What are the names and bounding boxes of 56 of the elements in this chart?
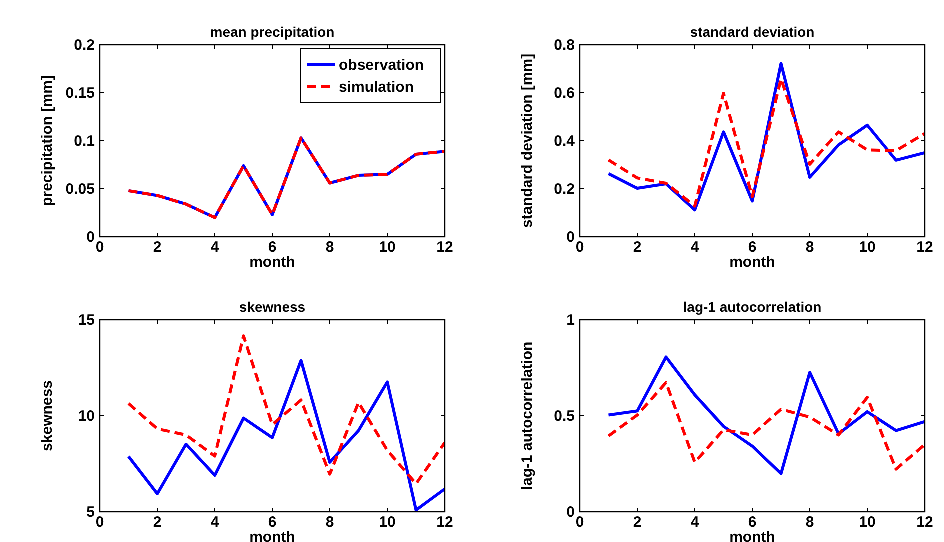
x-axis-title: month <box>250 254 296 271</box>
chart-title: skewness <box>239 299 306 315</box>
x-axis-title: month <box>730 254 776 271</box>
line-series <box>607 356 925 476</box>
x-tick-label: 2 <box>153 514 162 531</box>
x-axis-title: month <box>250 529 296 542</box>
y-tick-label: 0.5 <box>554 408 575 425</box>
line-series <box>127 136 445 220</box>
x-tick-label: 8 <box>806 239 814 256</box>
y-tick-label: 0.2 <box>554 181 575 198</box>
x-tick-label: 10 <box>859 514 876 531</box>
x-tick-label: 4 <box>210 514 220 531</box>
y-tick-label: 0.1 <box>74 133 95 150</box>
x-tick-label: 2 <box>633 239 642 256</box>
y-axis-title: skewness <box>39 380 56 452</box>
x-tick-label: 2 <box>633 514 642 531</box>
y-tick-label: 0.8 <box>554 37 575 54</box>
x-tick-label: 6 <box>268 514 277 531</box>
y-tick-label: 0.05 <box>66 181 95 198</box>
x-tick-label: 6 <box>268 239 277 256</box>
line-series <box>127 359 445 512</box>
x-tick-label: 12 <box>436 514 454 531</box>
x-tick-label: 8 <box>806 514 814 531</box>
y-axis-title: standard deviation [mm] <box>519 54 536 228</box>
x-tick-label: 4 <box>690 514 700 531</box>
line-series <box>127 334 445 486</box>
x-tick-label: 8 <box>326 239 334 256</box>
x-tick-label: 2 <box>153 239 162 256</box>
x-tick-label: 6 <box>748 239 757 256</box>
x-tick-label: 8 <box>326 514 334 531</box>
y-tick-label: 0.4 <box>554 133 576 150</box>
y-tick-label: 1 <box>566 312 575 329</box>
y-axis-title: lag-1 autocorrelation <box>519 342 536 490</box>
line-series <box>607 381 925 471</box>
y-tick-label: 15 <box>78 312 95 329</box>
legend-label: simulation <box>339 79 414 96</box>
y-tick-label: 5 <box>86 504 95 521</box>
x-axis-title: month <box>730 529 776 542</box>
y-tick-label: 0.6 <box>554 85 575 102</box>
y-tick-label: 0.15 <box>66 85 95 102</box>
y-tick-label: 10 <box>78 408 95 425</box>
x-tick-label: 6 <box>748 514 757 531</box>
y-tick-label: 0.2 <box>74 37 95 54</box>
chart-title: standard deviation <box>690 24 815 40</box>
x-tick-label: 12 <box>436 239 454 256</box>
x-tick-label: 10 <box>859 239 876 256</box>
x-tick-label: 10 <box>379 239 396 256</box>
legend-label: observation <box>339 57 424 74</box>
x-tick-label: 4 <box>210 239 220 256</box>
x-tick-label: 10 <box>379 514 396 531</box>
x-tick-label: 12 <box>916 514 934 531</box>
x-tick-label: 12 <box>916 239 934 256</box>
y-axis-title: precipitation [mm] <box>39 76 56 206</box>
chart-title: mean precipitation <box>210 24 335 40</box>
chart-title: lag-1 autocorrelation <box>683 299 822 315</box>
x-tick-label: 4 <box>690 239 700 256</box>
